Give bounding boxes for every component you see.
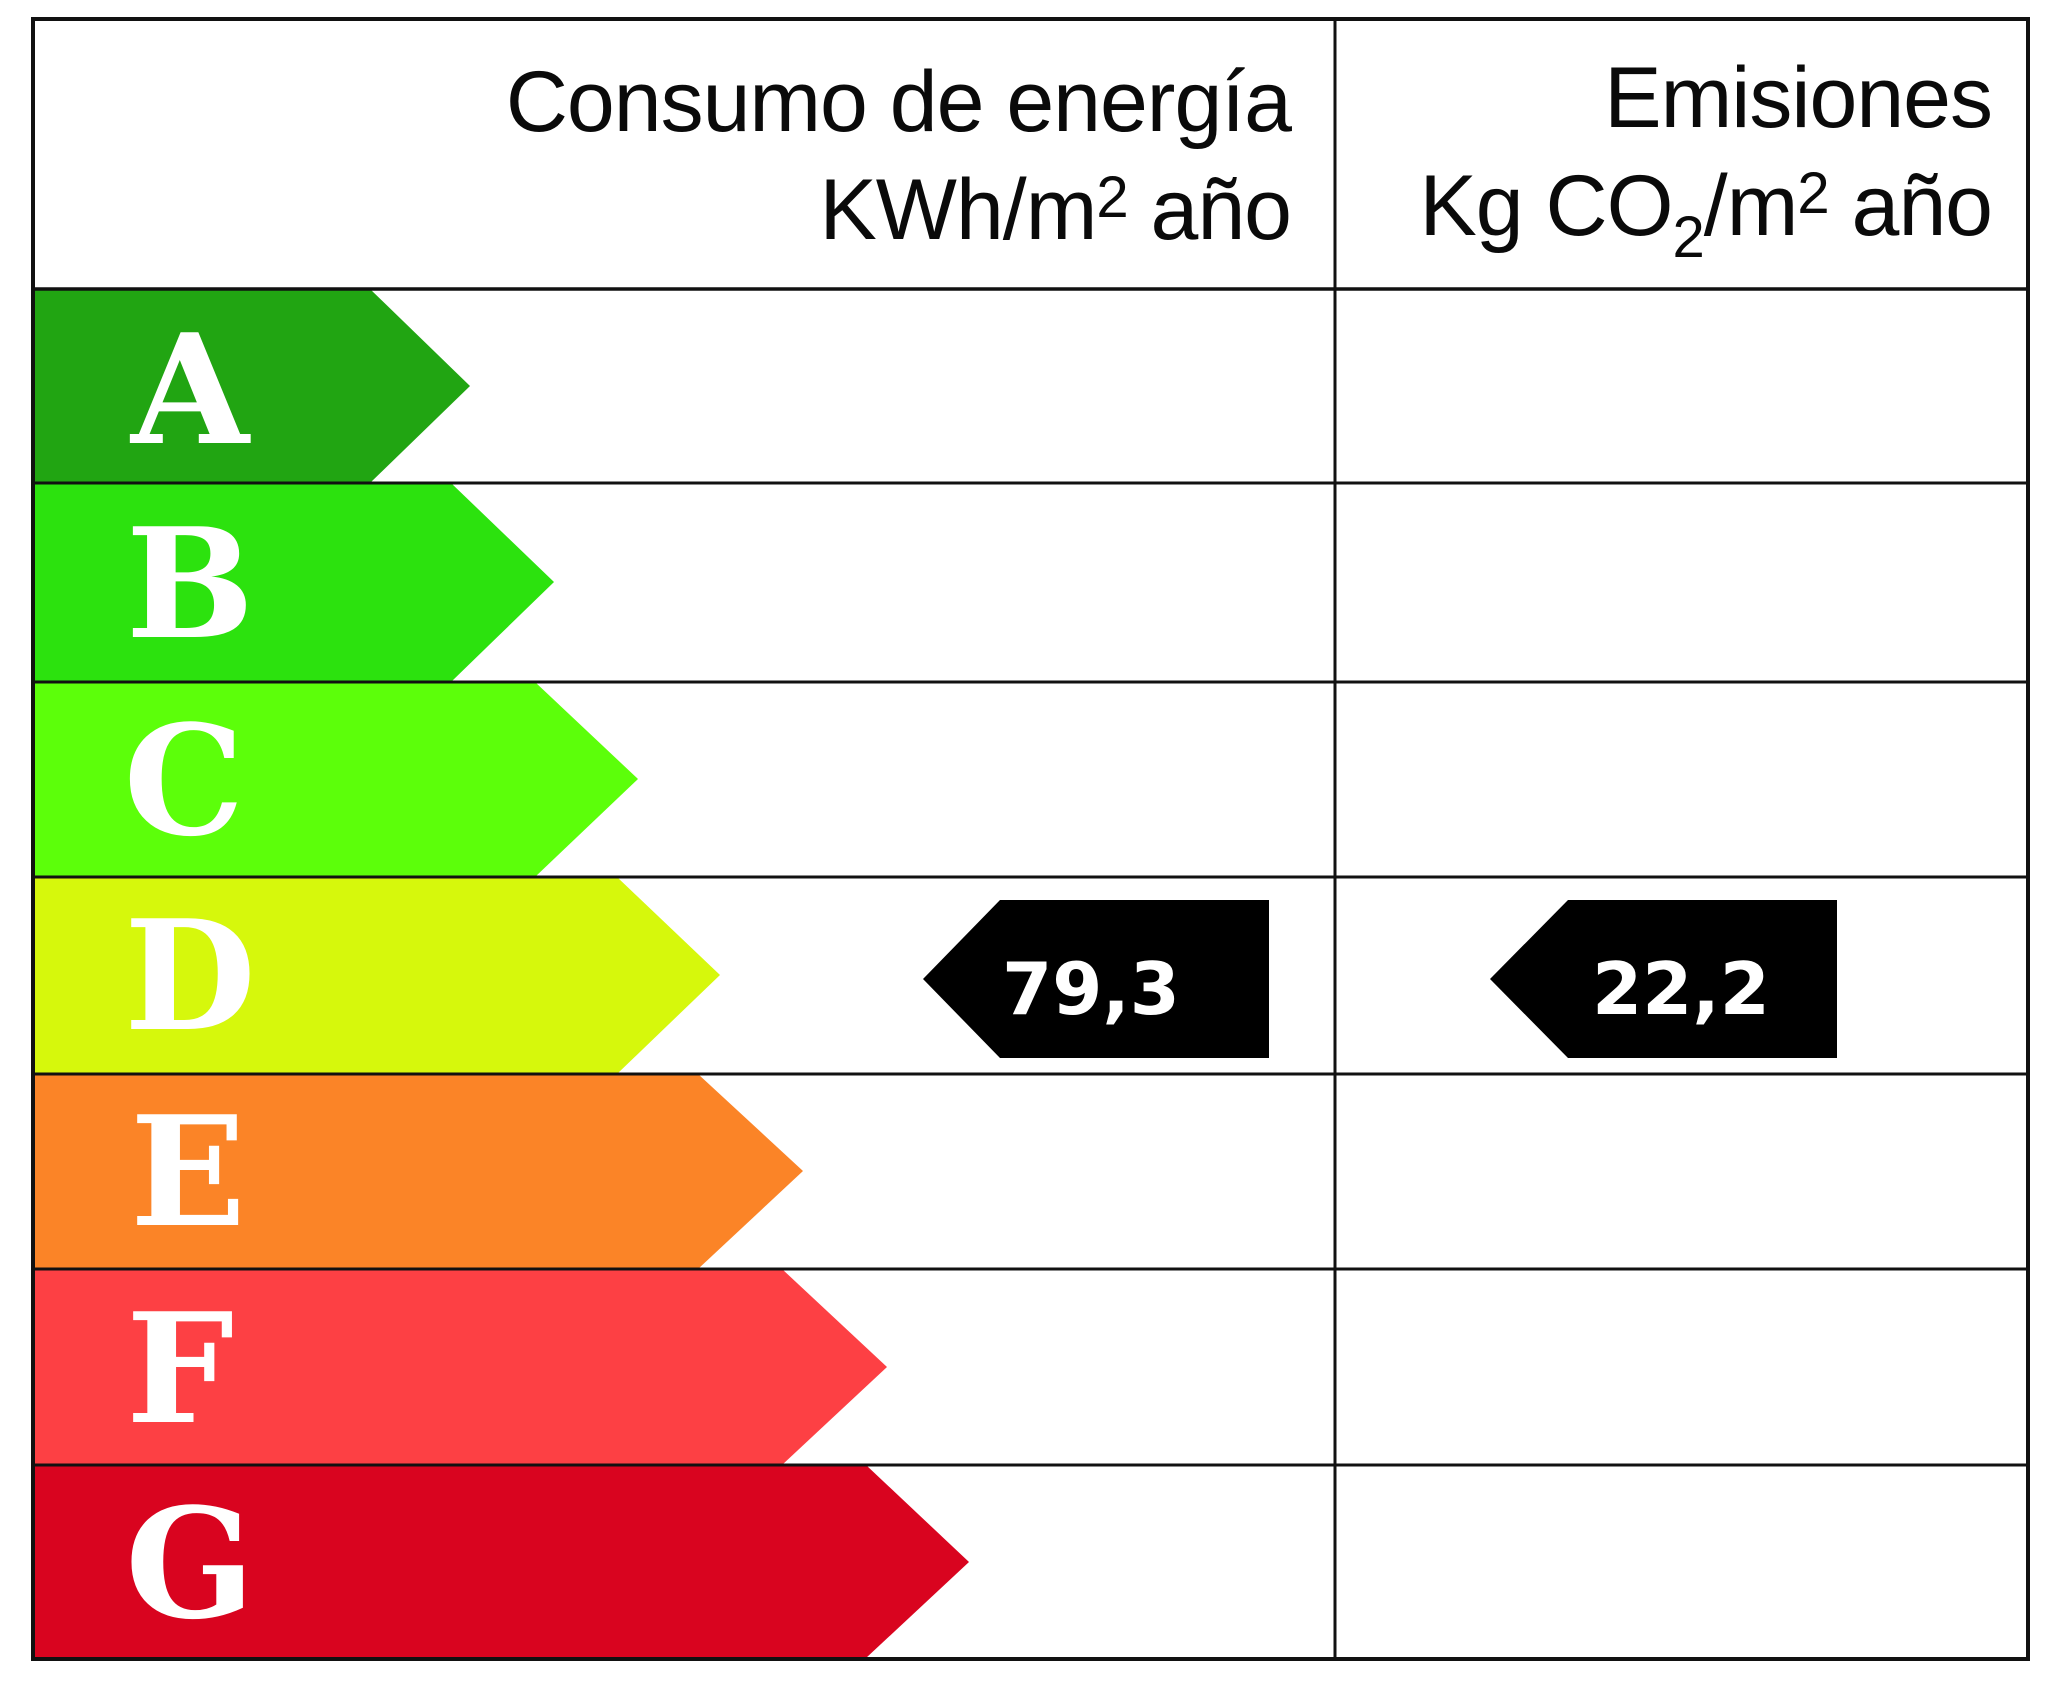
emissions-indicator: 22,2 <box>1490 900 1837 1058</box>
table-grid <box>31 17 2030 1661</box>
unit-subscript: 2 <box>1672 205 1705 270</box>
class-letter-b: B <box>126 494 254 673</box>
class-letter-f: F <box>126 1279 234 1458</box>
unit-text: KWh/m <box>819 162 1097 258</box>
class-bars <box>34 289 969 1658</box>
unit-text: /m <box>1703 158 1799 254</box>
class-bar-c <box>34 682 638 877</box>
emissions-indicator-arrow <box>1490 900 1837 1058</box>
unit-superscript: 2 <box>1797 161 1829 226</box>
class-letter-c: C <box>124 691 245 870</box>
class-letter-d: D <box>124 886 256 1065</box>
unit-text: Kg CO <box>1419 158 1673 254</box>
emissions-header: Emisiones Kg CO2/m2 año <box>1419 44 1994 270</box>
class-bar-g <box>34 1465 969 1658</box>
energy-header: Consumo de energía KWh/m2 año <box>505 48 1293 274</box>
emissions-value: 22,2 <box>1592 947 1770 1031</box>
table-border <box>31 17 2030 1661</box>
unit-text: año <box>1127 162 1293 258</box>
class-bar-d <box>34 877 720 1074</box>
energy-indicator: 79,3 <box>923 900 1269 1058</box>
energy-value: 79,3 <box>1002 947 1180 1031</box>
emissions-header-title: Emisiones <box>1604 50 1993 146</box>
energy-header-unit: KWh/m2 año <box>819 156 1293 274</box>
class-bar-f <box>34 1269 887 1465</box>
class-letter-e: E <box>130 1082 246 1261</box>
emissions-header-unit: Kg CO2/m2 año <box>1419 152 1994 270</box>
unit-text: año <box>1828 158 1994 254</box>
class-bar-e <box>34 1074 803 1269</box>
class-bar-a <box>34 289 470 483</box>
unit-superscript: 2 <box>1096 165 1128 230</box>
energy-indicator-arrow <box>923 900 1269 1058</box>
class-letters: A B C D E F G <box>124 300 256 1653</box>
class-bar-b <box>34 483 554 682</box>
class-letter-g: G <box>125 1474 255 1653</box>
class-letter-a: A <box>129 300 251 479</box>
energy-header-title: Consumo de energía <box>505 54 1292 150</box>
